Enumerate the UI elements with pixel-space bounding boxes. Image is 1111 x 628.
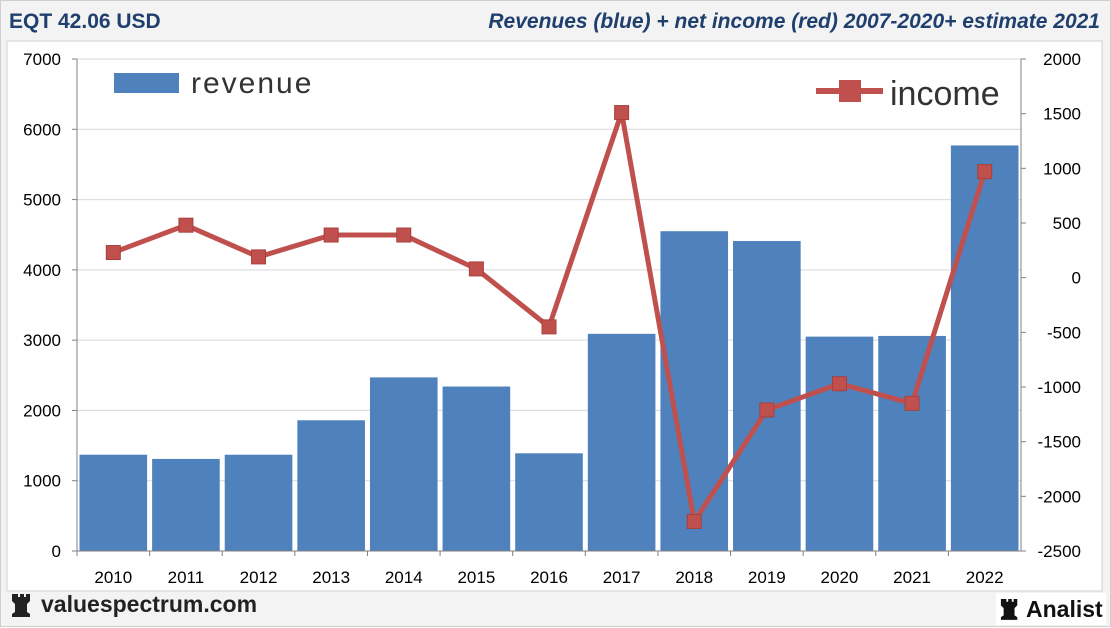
income-point — [541, 319, 557, 335]
income-point — [178, 217, 194, 233]
right-tick-label: 1500 — [1043, 105, 1081, 124]
revenue-bar — [950, 145, 1019, 552]
income-point — [977, 164, 993, 180]
income-legend-marker — [839, 80, 861, 102]
income-legend-label: income — [890, 75, 1000, 113]
x-tick-label: 2014 — [385, 568, 423, 587]
right-tick-label: -2000 — [1038, 487, 1081, 506]
x-tick-label: 2021 — [893, 568, 931, 587]
x-tick-label: 2017 — [603, 568, 641, 587]
revenue-bar — [297, 420, 365, 551]
revenue-bar — [733, 241, 801, 552]
left-tick-label: 2000 — [23, 401, 61, 420]
income-point — [759, 402, 775, 418]
left-tick-label: 1000 — [23, 472, 61, 491]
x-tick-label: 2016 — [530, 568, 568, 587]
left-tick-label: 5000 — [23, 191, 61, 210]
x-tick-label: 2011 — [168, 568, 205, 587]
site-name[interactable]: valuespectrum.com — [41, 591, 258, 617]
right-tick-label: -1500 — [1038, 433, 1081, 452]
x-tick-label: 2019 — [748, 568, 786, 587]
left-tick-label: 7000 — [23, 50, 61, 69]
left-tick-label: 3000 — [23, 331, 61, 350]
right-tick-label: 2000 — [1043, 50, 1081, 69]
analist-badge: Analist — [996, 593, 1106, 625]
left-tick-label: 6000 — [23, 120, 61, 139]
revenue-legend-label: revenue — [191, 67, 313, 100]
left-tick-label: 4000 — [23, 261, 61, 280]
income-point — [251, 249, 267, 265]
income-point — [831, 376, 847, 392]
right-tick-label: -2500 — [1038, 542, 1081, 561]
x-tick-label: 2010 — [94, 568, 132, 587]
left-tick-label: 0 — [52, 542, 61, 561]
revenue-bar — [515, 453, 583, 551]
right-tick-label: -1000 — [1038, 378, 1081, 397]
chart-subtitle: Revenues (blue) + net income (red) 2007-… — [488, 10, 1100, 33]
x-tick-label: 2015 — [457, 568, 495, 587]
revenue-bar — [224, 454, 293, 551]
revenue-bar — [878, 335, 946, 551]
revenue-bar — [369, 377, 438, 551]
income-point — [614, 105, 630, 121]
x-tick-label: 2013 — [312, 568, 350, 587]
income-point — [105, 245, 121, 261]
revenue-legend-swatch — [114, 73, 179, 93]
revenue-bar — [152, 458, 220, 551]
right-tick-label: -500 — [1047, 323, 1081, 342]
analist-label: Analist — [1026, 595, 1103, 622]
x-tick-label: 2018 — [675, 568, 713, 587]
revenue-bar — [805, 336, 874, 551]
ticker-title: EQT 42.06 USD — [9, 10, 161, 33]
x-tick-label: 2020 — [821, 568, 859, 587]
right-tick-label: 0 — [1072, 269, 1081, 288]
income-point — [468, 261, 484, 277]
revenue-bar — [442, 386, 511, 551]
revenue-bar — [79, 454, 148, 551]
site-footer: valuespectrum.com — [11, 591, 257, 618]
chess-rook-icon — [12, 593, 30, 617]
x-tick-label: 2022 — [966, 568, 1004, 587]
revenue-bar — [587, 333, 656, 551]
income-point — [323, 227, 339, 243]
income-point — [686, 513, 702, 529]
x-tick-label: 2012 — [240, 568, 278, 587]
right-tick-label: 500 — [1053, 214, 1081, 233]
chess-rook-icon — [1000, 599, 1018, 620]
income-point — [396, 227, 412, 243]
right-tick-label: 1000 — [1043, 159, 1081, 178]
income-point — [904, 395, 920, 411]
